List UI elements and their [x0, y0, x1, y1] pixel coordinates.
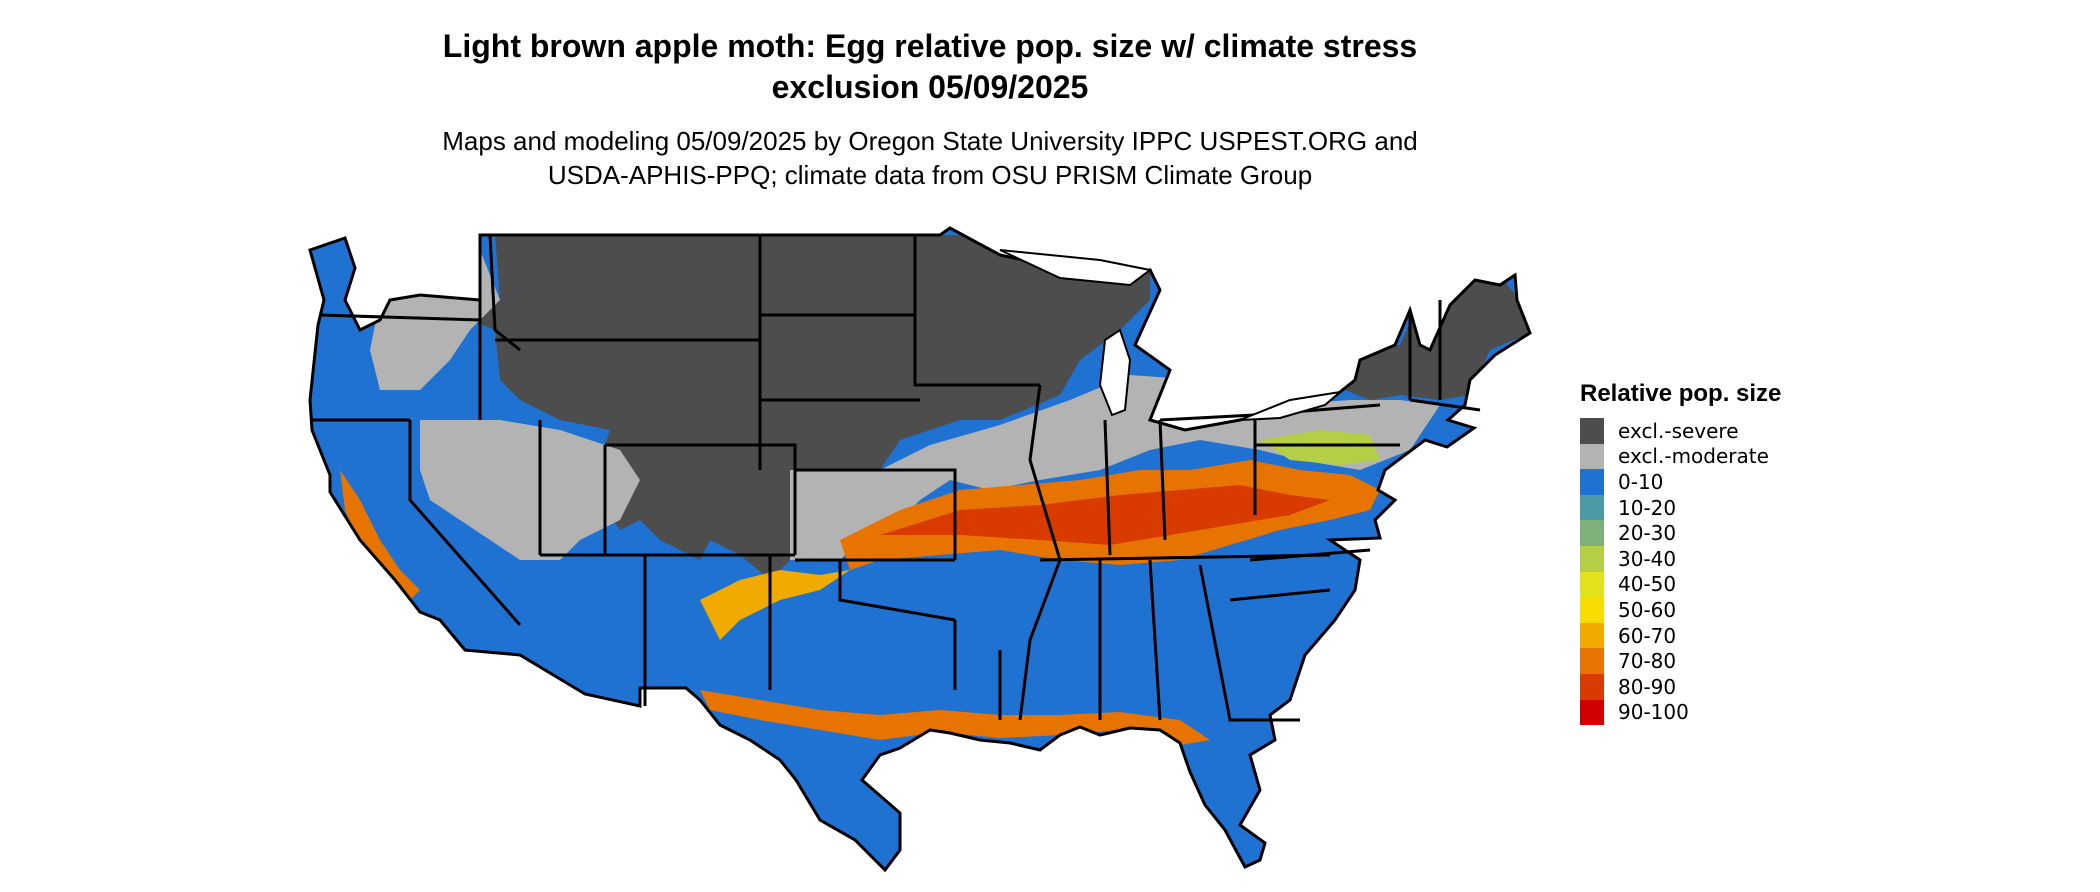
legend-item: 90-100: [1580, 699, 1781, 726]
map-title: Light brown apple moth: Egg relative pop…: [380, 26, 1480, 108]
legend-swatch: [1580, 520, 1604, 546]
legend-swatch: [1580, 699, 1604, 726]
lake-erie: [1239, 390, 1344, 421]
legend-swatch: [1580, 648, 1604, 674]
zone-excl-moderate-west: [420, 420, 640, 560]
legend-label: 60-70: [1618, 623, 1677, 648]
legend-items: excl.-severe excl.-moderate 0-10 10-20 20-30…: [1580, 418, 1781, 726]
legend-item: 60-70: [1580, 622, 1781, 649]
border-az-nm: [540, 553, 795, 706]
legend-label: 80-90: [1618, 674, 1677, 699]
border-southeast: [1098, 559, 1331, 722]
legend-swatch: [1580, 597, 1604, 623]
zone-mid-eastern-band: [1260, 430, 1380, 465]
lake-superior: [999, 249, 1153, 287]
legend-swatch: [1580, 494, 1604, 521]
zone-excl-severe-north: [470, 235, 1150, 580]
legend-label: 30-40: [1618, 546, 1677, 571]
border-wa-or: [319, 313, 481, 322]
legend-item: 30-40: [1580, 545, 1781, 572]
legend-label: 10-20: [1618, 495, 1677, 520]
title-line-1: Light brown apple moth: Egg relative pop…: [442, 28, 1418, 64]
legend-swatch: [1580, 469, 1604, 495]
great-lakes: [999, 249, 1344, 421]
us-outline: [308, 226, 1532, 873]
zone-excl-moderate-midwest: [790, 375, 1440, 560]
border-mn-ia: [913, 235, 1040, 387]
legend-label: excl.-severe: [1618, 418, 1739, 443]
legend-item: 50-60: [1580, 597, 1781, 623]
lake-michigan: [1098, 328, 1132, 417]
legend-swatch: [1580, 443, 1604, 470]
border-gulf-states: [953, 620, 1002, 720]
legend-item: 10-20: [1580, 494, 1781, 521]
legend-title: Relative pop. size: [1580, 380, 1782, 407]
legend-item: 0-10: [1580, 469, 1781, 495]
border-va-nc: [1249, 548, 1371, 562]
zone-high-california: [340, 470, 420, 600]
legend-label: 20-30: [1618, 521, 1677, 546]
subtitle-line-1: Maps and modeling 05/09/2025 by Oregon S…: [442, 126, 1418, 156]
zone-moderate-sw-band: [700, 570, 850, 640]
title-line-2: exclusion 05/09/2025: [771, 69, 1089, 105]
legend-swatch: [1580, 571, 1604, 598]
legend-item: 20-30: [1580, 520, 1781, 546]
legend-label: 50-60: [1618, 597, 1677, 622]
legend: Relative pop. size excl.-severe excl.-mod…: [1580, 380, 1782, 726]
legend-label: 70-80: [1618, 649, 1677, 674]
legend-label: 0-10: [1618, 469, 1664, 494]
map-subtitle: Maps and modeling 05/09/2025 by Oregon S…: [380, 124, 1480, 192]
zone-excl-severe-northeast: [1330, 278, 1530, 400]
legend-item: excl.-moderate: [1580, 443, 1781, 470]
subtitle-line-2: USDA-APHIS-PPQ; climate data from OSU PR…: [547, 160, 1313, 190]
zone-very-high-central-band: [880, 485, 1330, 545]
legend-swatch: [1580, 418, 1604, 444]
border-plains: [758, 235, 957, 562]
legend-swatch: [1580, 622, 1604, 649]
legend-item: 80-90: [1580, 673, 1781, 700]
legend-item: 40-50: [1580, 571, 1781, 598]
legend-swatch: [1580, 673, 1604, 700]
legend-label: 90-100: [1618, 700, 1689, 725]
state-boundaries: [308, 226, 1532, 873]
border-ky-tn: [1039, 553, 1331, 562]
border-id: [478, 234, 521, 420]
legend-item: excl.-severe: [1580, 418, 1781, 444]
border-new-england: [1408, 300, 1481, 412]
border-ca-nv: [408, 420, 522, 626]
legend-label: 40-50: [1618, 572, 1677, 597]
border-ut-co: [603, 443, 797, 555]
legend-label: excl.-moderate: [1618, 444, 1769, 469]
border-ok-tx: [838, 560, 956, 622]
legend-swatch: [1580, 545, 1604, 572]
legend-item: 70-80: [1580, 648, 1781, 674]
